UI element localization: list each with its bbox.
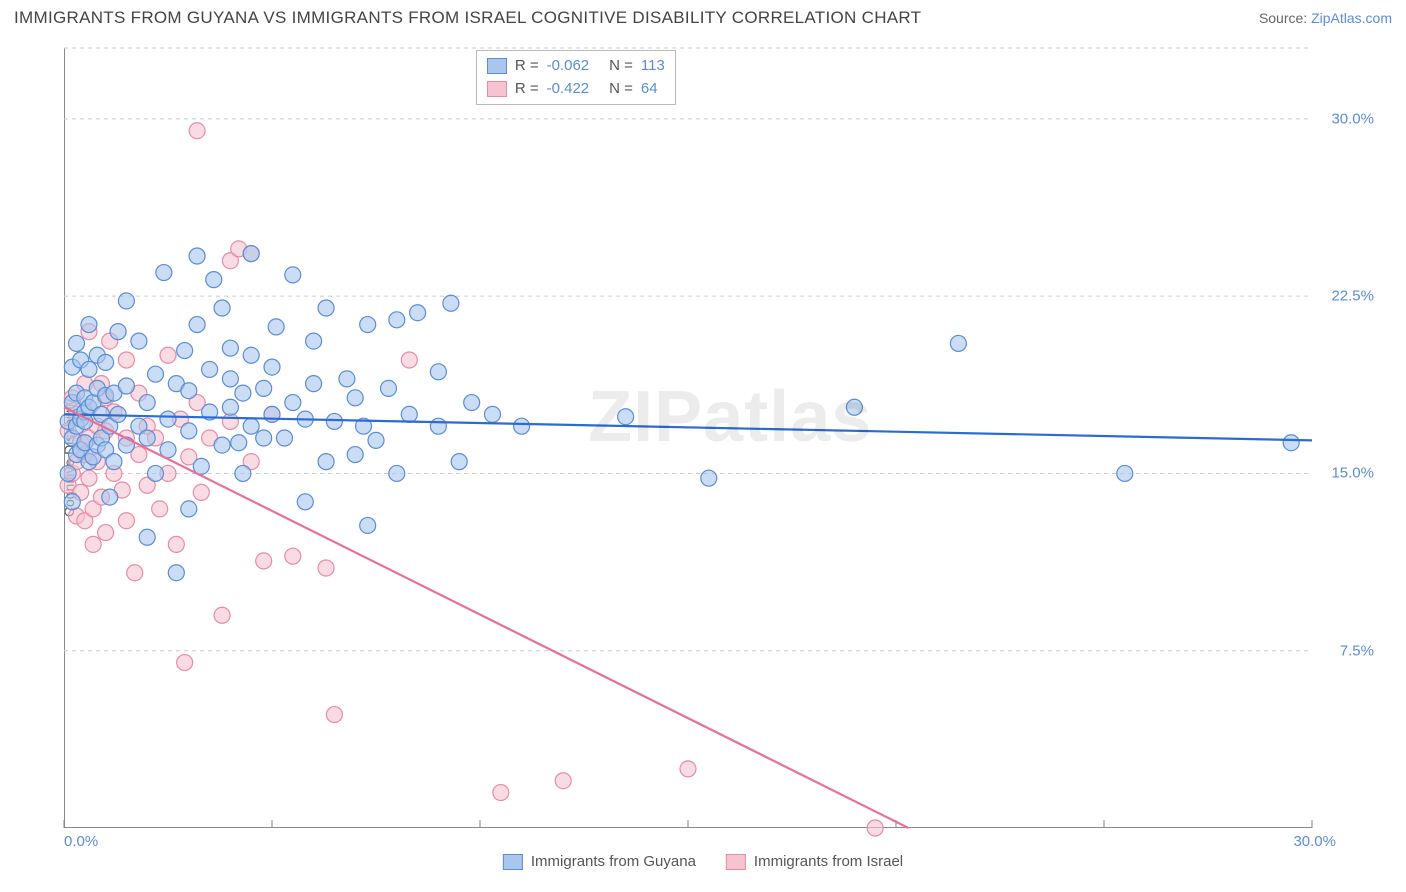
y-tick: 22.5% bbox=[1331, 288, 1374, 305]
legend-r-label: R = bbox=[515, 78, 539, 101]
correlation-legend: R = -0.062 N = 113 R = -0.422 N = 64 bbox=[476, 50, 676, 105]
x-tick-max: 30.0% bbox=[1293, 833, 1336, 850]
legend-label: Immigrants from Guyana bbox=[531, 853, 696, 870]
legend-r-value: -0.062 bbox=[547, 55, 590, 78]
legend-r-label: R = bbox=[515, 55, 539, 78]
legend-n-label: N = bbox=[609, 78, 633, 101]
series-legend: Immigrants from Guyana Immigrants from I… bbox=[503, 853, 903, 870]
legend-label: Immigrants from Israel bbox=[754, 853, 903, 870]
y-tick: 30.0% bbox=[1331, 110, 1374, 127]
chart-area: Cognitive Disability ZIPatlas R = -0.062… bbox=[14, 38, 1392, 878]
legend-swatch bbox=[726, 854, 746, 870]
legend-r-value: -0.422 bbox=[547, 78, 590, 101]
legend-n-label: N = bbox=[609, 55, 633, 78]
y-tick: 7.5% bbox=[1340, 642, 1374, 659]
header: IMMIGRANTS FROM GUYANA VS IMMIGRANTS FRO… bbox=[0, 0, 1406, 28]
source-link[interactable]: ZipAtlas.com bbox=[1311, 10, 1392, 26]
legend-item: Immigrants from Israel bbox=[726, 853, 903, 870]
legend-swatch bbox=[503, 854, 523, 870]
legend-n-value: 113 bbox=[641, 55, 665, 78]
x-tick-min: 0.0% bbox=[64, 833, 98, 850]
legend-row: R = -0.062 N = 113 bbox=[487, 55, 665, 78]
y-tick: 15.0% bbox=[1331, 465, 1374, 482]
legend-n-value: 64 bbox=[641, 78, 658, 101]
chart-title: IMMIGRANTS FROM GUYANA VS IMMIGRANTS FRO… bbox=[14, 8, 921, 28]
source-label: Source: bbox=[1259, 10, 1307, 26]
scatter-plot bbox=[64, 48, 1312, 828]
legend-row: R = -0.422 N = 64 bbox=[487, 78, 665, 101]
source: Source: ZipAtlas.com bbox=[1259, 10, 1392, 26]
legend-swatch bbox=[487, 81, 507, 97]
legend-item: Immigrants from Guyana bbox=[503, 853, 696, 870]
legend-swatch bbox=[487, 58, 507, 74]
